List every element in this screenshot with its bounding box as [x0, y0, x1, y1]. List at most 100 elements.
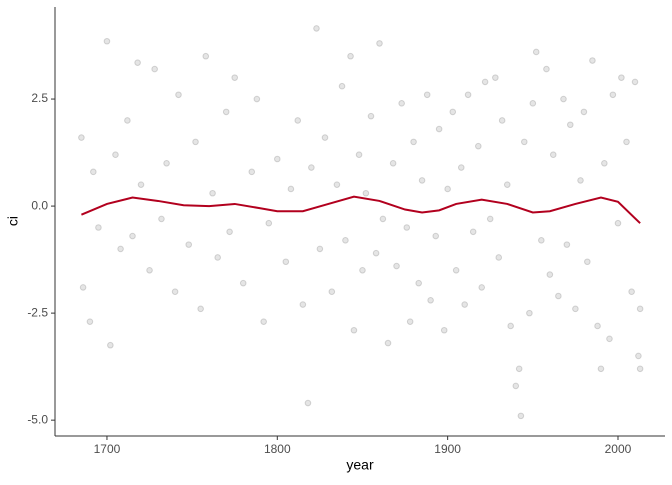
point	[543, 65, 550, 73]
point	[601, 159, 608, 167]
point	[253, 95, 261, 103]
x-tick-label: 1700	[94, 442, 121, 456]
point	[435, 125, 443, 133]
smooth-line	[81, 195, 641, 224]
point	[580, 108, 588, 116]
point	[631, 78, 639, 86]
point	[515, 365, 523, 373]
point	[239, 279, 247, 287]
point	[410, 138, 417, 146]
point	[475, 142, 482, 150]
point	[618, 74, 625, 81]
point	[572, 305, 579, 313]
point	[481, 78, 489, 86]
point	[492, 74, 499, 81]
point	[555, 292, 562, 300]
point	[449, 108, 457, 116]
point	[486, 215, 494, 223]
point	[231, 74, 239, 81]
point	[461, 301, 468, 308]
point	[214, 254, 221, 261]
point	[90, 168, 97, 176]
y-tick-label: -5.0	[27, 412, 48, 426]
point	[379, 215, 387, 223]
x-axis-label: year	[346, 457, 374, 473]
point	[609, 91, 617, 99]
x-tick-label: 1800	[264, 442, 291, 456]
point	[469, 228, 477, 236]
point	[362, 189, 370, 197]
point	[282, 258, 290, 266]
point	[129, 232, 136, 240]
point	[614, 219, 622, 227]
point	[452, 267, 460, 274]
point	[520, 138, 528, 146]
point	[171, 288, 179, 296]
point	[185, 241, 193, 248]
point	[313, 25, 320, 32]
point	[103, 37, 111, 45]
x-tick-label: 2000	[605, 442, 632, 456]
point	[495, 254, 503, 261]
point	[367, 112, 375, 120]
point	[636, 305, 644, 313]
point	[432, 232, 440, 240]
y-axis-label: ci	[5, 216, 21, 226]
point	[636, 365, 644, 373]
point	[384, 339, 392, 347]
point	[403, 224, 411, 231]
y-tick-label: 2.5	[31, 91, 48, 105]
x-tick-label: 1900	[434, 442, 461, 456]
point	[197, 305, 204, 313]
point	[151, 65, 158, 73]
point	[78, 134, 85, 141]
point	[546, 271, 554, 278]
point	[457, 164, 465, 171]
point	[418, 177, 426, 184]
point	[423, 91, 431, 99]
point	[406, 318, 414, 325]
point	[308, 164, 315, 171]
point	[175, 91, 182, 99]
point	[304, 399, 312, 407]
point	[538, 237, 545, 244]
point	[226, 228, 233, 236]
point	[209, 189, 216, 197]
point	[393, 262, 400, 270]
point	[347, 52, 354, 60]
y-tick-label: 0.0	[31, 198, 48, 212]
point	[635, 352, 642, 360]
point	[117, 245, 124, 253]
point	[248, 168, 256, 176]
point	[398, 100, 405, 107]
point	[376, 40, 383, 47]
point	[359, 267, 366, 274]
point	[594, 322, 601, 330]
point	[107, 341, 114, 349]
point	[503, 181, 511, 188]
point	[86, 318, 94, 325]
point	[338, 82, 346, 90]
point	[265, 219, 273, 227]
point	[628, 288, 635, 296]
point	[512, 382, 520, 390]
point	[294, 117, 302, 124]
point	[389, 159, 397, 167]
point	[589, 57, 596, 64]
point	[444, 185, 451, 193]
point	[372, 249, 380, 257]
point	[328, 288, 336, 296]
point	[563, 241, 571, 248]
point	[316, 245, 324, 253]
point	[273, 155, 281, 163]
point	[498, 117, 506, 124]
point	[415, 279, 422, 287]
point	[342, 237, 349, 244]
point	[549, 151, 557, 159]
point	[95, 224, 102, 231]
point	[79, 284, 87, 291]
point	[137, 181, 145, 188]
point	[529, 100, 537, 107]
point	[427, 296, 434, 304]
point	[623, 138, 630, 146]
